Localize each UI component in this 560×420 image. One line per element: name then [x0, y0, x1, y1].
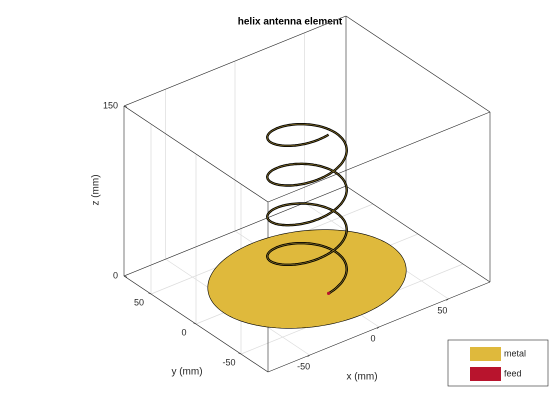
- y-tick-label: -50: [222, 357, 235, 367]
- feed-point: [327, 291, 331, 295]
- x-tick: [446, 298, 449, 301]
- legend-label: feed: [504, 368, 522, 378]
- x-tick: [376, 326, 380, 329]
- ground-plane: [207, 229, 407, 329]
- z-axis-label: z (mm): [91, 174, 102, 205]
- y-tick-label: 50: [134, 297, 144, 307]
- chart-title: helix antenna element: [238, 17, 343, 28]
- axis-box-edge: [123, 275, 269, 373]
- legend-swatch: [470, 367, 501, 381]
- x-axis-label: x (mm): [346, 372, 377, 383]
- z-tick-label: 0: [113, 270, 118, 280]
- z-tick: [123, 105, 128, 108]
- y-axis-label: y (mm): [171, 367, 202, 378]
- axis-box-edge: [123, 185, 347, 277]
- z-tick: [123, 275, 128, 278]
- helix-surface: [267, 123, 347, 294]
- x-tick: [307, 354, 310, 357]
- legend-swatch: [470, 347, 501, 361]
- axis-box-edge: [123, 15, 347, 107]
- z-tick-label: 150: [103, 100, 118, 110]
- y-tick-label: 0: [181, 327, 186, 337]
- y-tick: [193, 322, 197, 325]
- legend-label: metal: [504, 348, 526, 358]
- x-tick-label: 0: [370, 333, 375, 343]
- x-tick-label: -50: [297, 362, 310, 372]
- axis-box-edge: [123, 105, 269, 203]
- axis-box-edge: [267, 111, 491, 203]
- y-tick: [148, 292, 152, 295]
- x-tick-label: 50: [437, 305, 447, 315]
- axis-box-edge: [345, 185, 491, 283]
- axis-box-edge: [345, 15, 491, 113]
- y-tick: [238, 352, 242, 355]
